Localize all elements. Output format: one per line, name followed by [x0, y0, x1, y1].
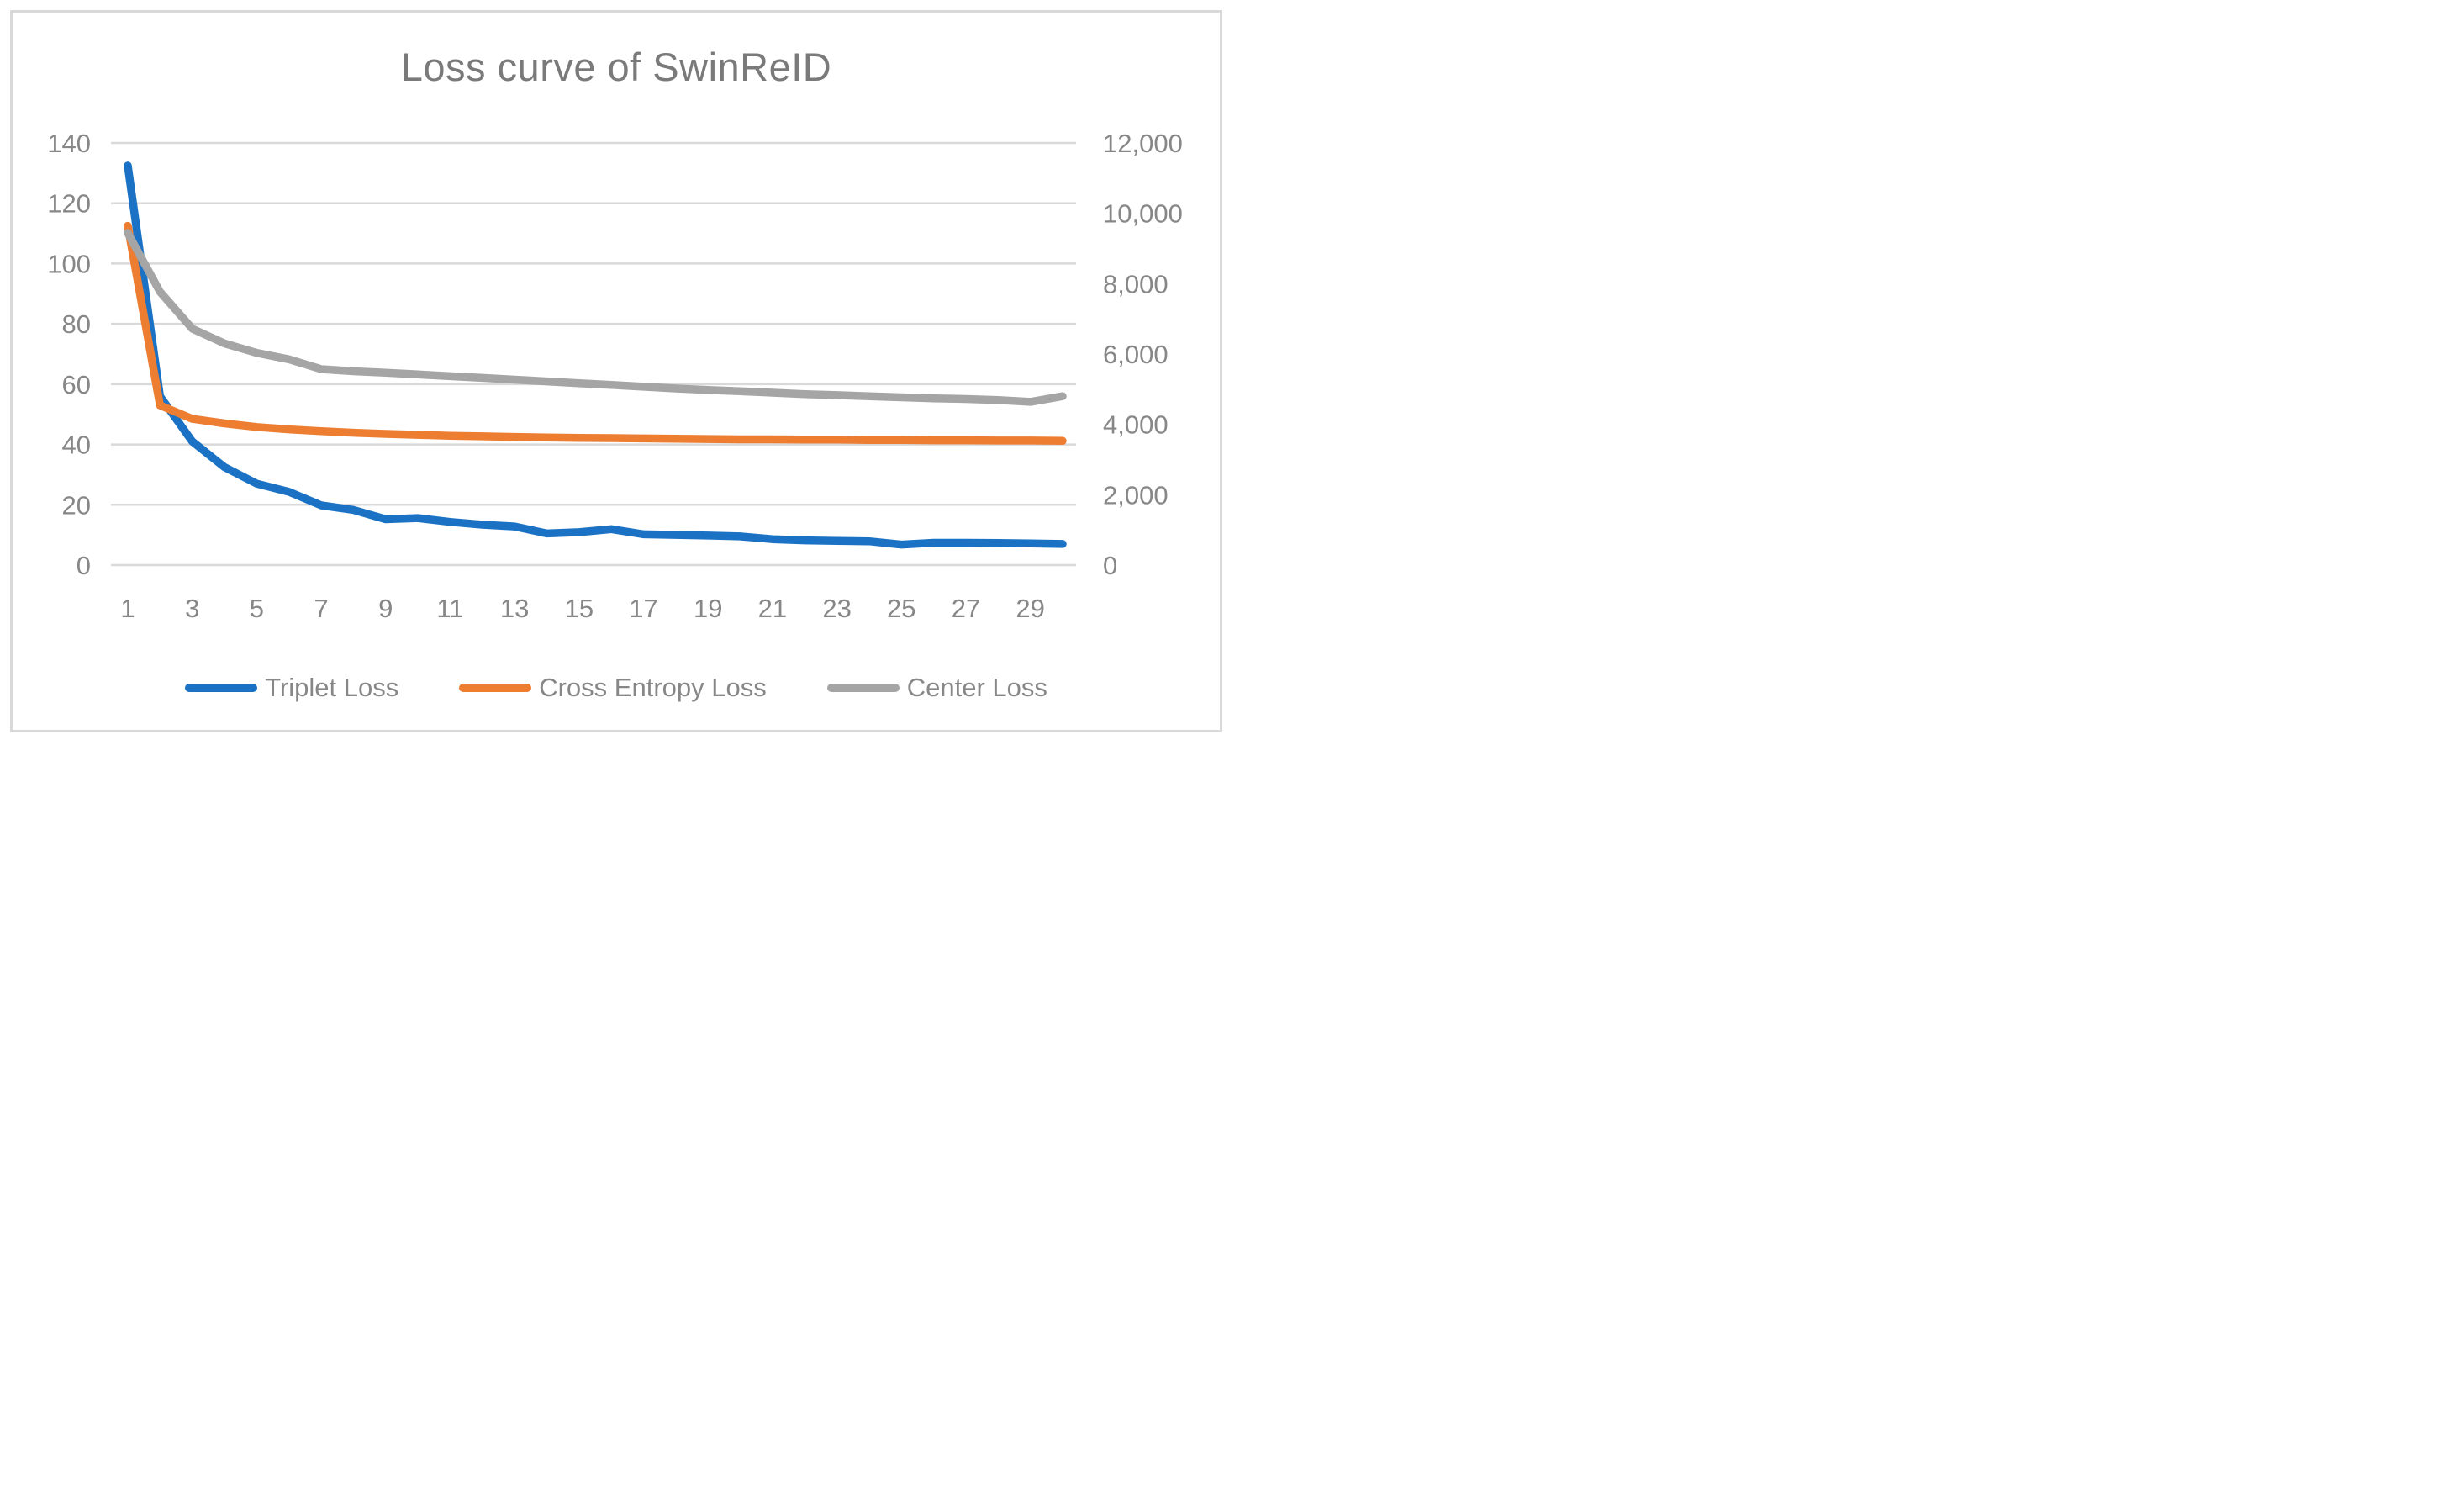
y-axis-left-tick-label: 60	[62, 370, 91, 399]
x-axis-tick-label: 1	[120, 594, 135, 623]
center-loss-line	[124, 229, 1067, 406]
x-axis-tick-label: 13	[500, 594, 529, 623]
y-axis-left-tick-label: 120	[47, 189, 91, 219]
cross-entropy-loss-legend-dash-icon	[459, 684, 532, 692]
x-axis-tick-label: 7	[314, 594, 328, 623]
x-axis-tick-label: 27	[952, 594, 980, 623]
x-axis-tick-label: 23	[822, 594, 851, 623]
y-axis-left-tick-label: 40	[62, 431, 91, 460]
legend-label: Triplet Loss	[265, 673, 399, 702]
chart-legend: Triplet Loss Cross Entropy Loss Center L…	[0, 673, 1232, 703]
legend-item-cross-entropy-loss: Cross Entropy Loss	[459, 673, 767, 703]
y-axis-right-tick-label: 4,000	[1103, 410, 1169, 440]
x-axis-tick-label: 25	[887, 594, 915, 623]
legend-label: Cross Entropy Loss	[539, 673, 767, 702]
x-axis-tick-label: 17	[629, 594, 657, 623]
legend-item-center-loss: Center Loss	[826, 673, 1047, 703]
y-axis-right-tick-label: 12,000	[1103, 129, 1183, 158]
y-axis-right-tick-label: 0	[1103, 551, 1117, 580]
legend-label: Center Loss	[906, 673, 1047, 702]
x-axis-tick-label: 29	[1016, 594, 1044, 623]
x-axis-tick-label: 19	[694, 594, 722, 623]
chart-canvas: Loss curve of SwinReID 0 20 40 60 80 100 120 14…	[0, 0, 1232, 742]
x-axis-tick-label: 11	[436, 594, 463, 623]
triplet-loss-line	[124, 161, 1067, 549]
legend-item-triplet-loss: Triplet Loss	[185, 673, 398, 703]
y-axis-left-tick-label: 80	[62, 309, 91, 339]
x-axis-tick-label: 3	[185, 594, 199, 623]
y-axis-right-tick-label: 2,000	[1103, 480, 1169, 510]
chart-title: Loss curve of SwinReID	[400, 45, 832, 89]
y-axis-right-tick-label: 8,000	[1103, 269, 1169, 299]
y-axis-right-tick-label: 10,000	[1103, 199, 1183, 229]
y-axis-left-tick-label: 20	[62, 490, 91, 520]
triplet-loss-legend-dash-icon	[185, 684, 258, 692]
y-axis-left-tick-label: 0	[77, 551, 91, 580]
y-axis-right-tick-label: 6,000	[1103, 340, 1169, 369]
x-axis-tick-label: 5	[250, 594, 264, 623]
y-axis-left-tick-label: 100	[47, 249, 91, 278]
y-axis-left-tick-label: 140	[47, 129, 91, 158]
x-axis-tick-label: 21	[758, 594, 787, 623]
cross-entropy-loss-line	[124, 221, 1067, 446]
center-loss-legend-dash-icon	[826, 684, 900, 692]
x-axis-tick-label: 9	[378, 594, 393, 623]
chart-frame-border	[10, 10, 1222, 732]
x-axis-tick-label: 15	[565, 594, 594, 623]
chart-svg: 0 20 40 60 80 100 120 140 0 2,000 4,000 6,000 8,000 1…	[47, 129, 1183, 623]
